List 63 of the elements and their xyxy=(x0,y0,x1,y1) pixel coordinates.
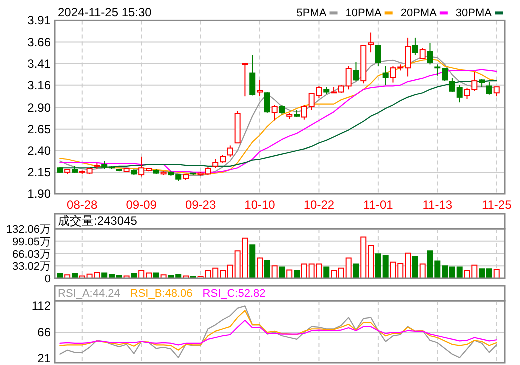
candlestick xyxy=(279,104,286,116)
y-tick-label: 3.41 xyxy=(28,56,52,71)
y-tick-label: 3.16 xyxy=(28,78,52,92)
candlestick xyxy=(250,54,256,96)
bar xyxy=(494,269,500,279)
x-tick-label: 10-10 xyxy=(244,198,276,212)
candlestick xyxy=(486,81,492,96)
chart-title: 2024-11-25 15:30 xyxy=(58,6,152,20)
x-tick-label: 08-28 xyxy=(67,198,98,212)
bar xyxy=(294,270,300,279)
y-tick-label: 1.90 xyxy=(28,187,52,201)
candlestick xyxy=(264,92,270,114)
bar xyxy=(257,258,264,279)
line-series xyxy=(60,310,498,351)
y-tick-label: 132.06万 xyxy=(6,224,51,236)
text: RSI_B:48.06 xyxy=(130,288,193,300)
y-tick-label: 33.02万 xyxy=(12,261,51,274)
bar xyxy=(420,264,426,279)
text: RSI_A:44.24 xyxy=(58,288,120,300)
bar xyxy=(250,244,256,279)
legend-label: 20PMA xyxy=(400,8,438,20)
legend-label: 10PMA xyxy=(346,8,382,20)
y-tick-label: 2.15 xyxy=(28,165,52,180)
x-tick-label: 10-22 xyxy=(304,198,335,212)
chart-title: 成交量:243045 xyxy=(58,214,138,228)
bar xyxy=(353,264,360,279)
candlestick xyxy=(427,42,434,66)
bar xyxy=(324,266,330,279)
y-tick-label: 66 xyxy=(38,326,52,340)
line-series xyxy=(60,320,498,346)
text: RSI_C:52.82 xyxy=(202,288,266,300)
y-tick-label: 21 xyxy=(38,351,52,365)
x-tick-label: 09-09 xyxy=(126,198,158,212)
y-tick-label: 2.40 xyxy=(28,144,52,158)
candlestick xyxy=(412,37,418,56)
bar xyxy=(264,260,270,279)
y-tick-label: 2.90 xyxy=(28,100,52,115)
y-tick-label: 99.05万 xyxy=(12,236,51,248)
y-tick-label: 0 xyxy=(44,274,51,286)
y-tick-label: 3.91 xyxy=(28,14,52,28)
line-series xyxy=(60,306,498,358)
bar xyxy=(272,266,278,279)
x-tick-label: 11-01 xyxy=(364,198,394,212)
legend-label: 5PMA xyxy=(296,8,328,20)
candlestick xyxy=(272,104,278,122)
candlestick xyxy=(420,48,426,60)
candlestick xyxy=(353,62,360,82)
candlestick xyxy=(227,145,234,158)
candlestick xyxy=(442,68,448,82)
candlestick xyxy=(257,80,264,98)
legend-label: 30PMA xyxy=(456,8,493,20)
candlestick xyxy=(382,66,389,86)
x-tick-label: 09-23 xyxy=(185,198,216,212)
y-tick-label: 2.65 xyxy=(28,122,52,136)
candlestick xyxy=(375,45,382,67)
y-tick-label: 66.03万 xyxy=(12,248,51,261)
y-tick-label: 112 xyxy=(32,299,52,314)
candlestick xyxy=(494,86,500,98)
x-tick-label: 11-25 xyxy=(482,198,512,212)
bar xyxy=(279,266,286,279)
x-tick-label: 11-13 xyxy=(422,198,453,212)
y-tick-label: 3.66 xyxy=(28,35,52,50)
bar xyxy=(412,256,418,279)
